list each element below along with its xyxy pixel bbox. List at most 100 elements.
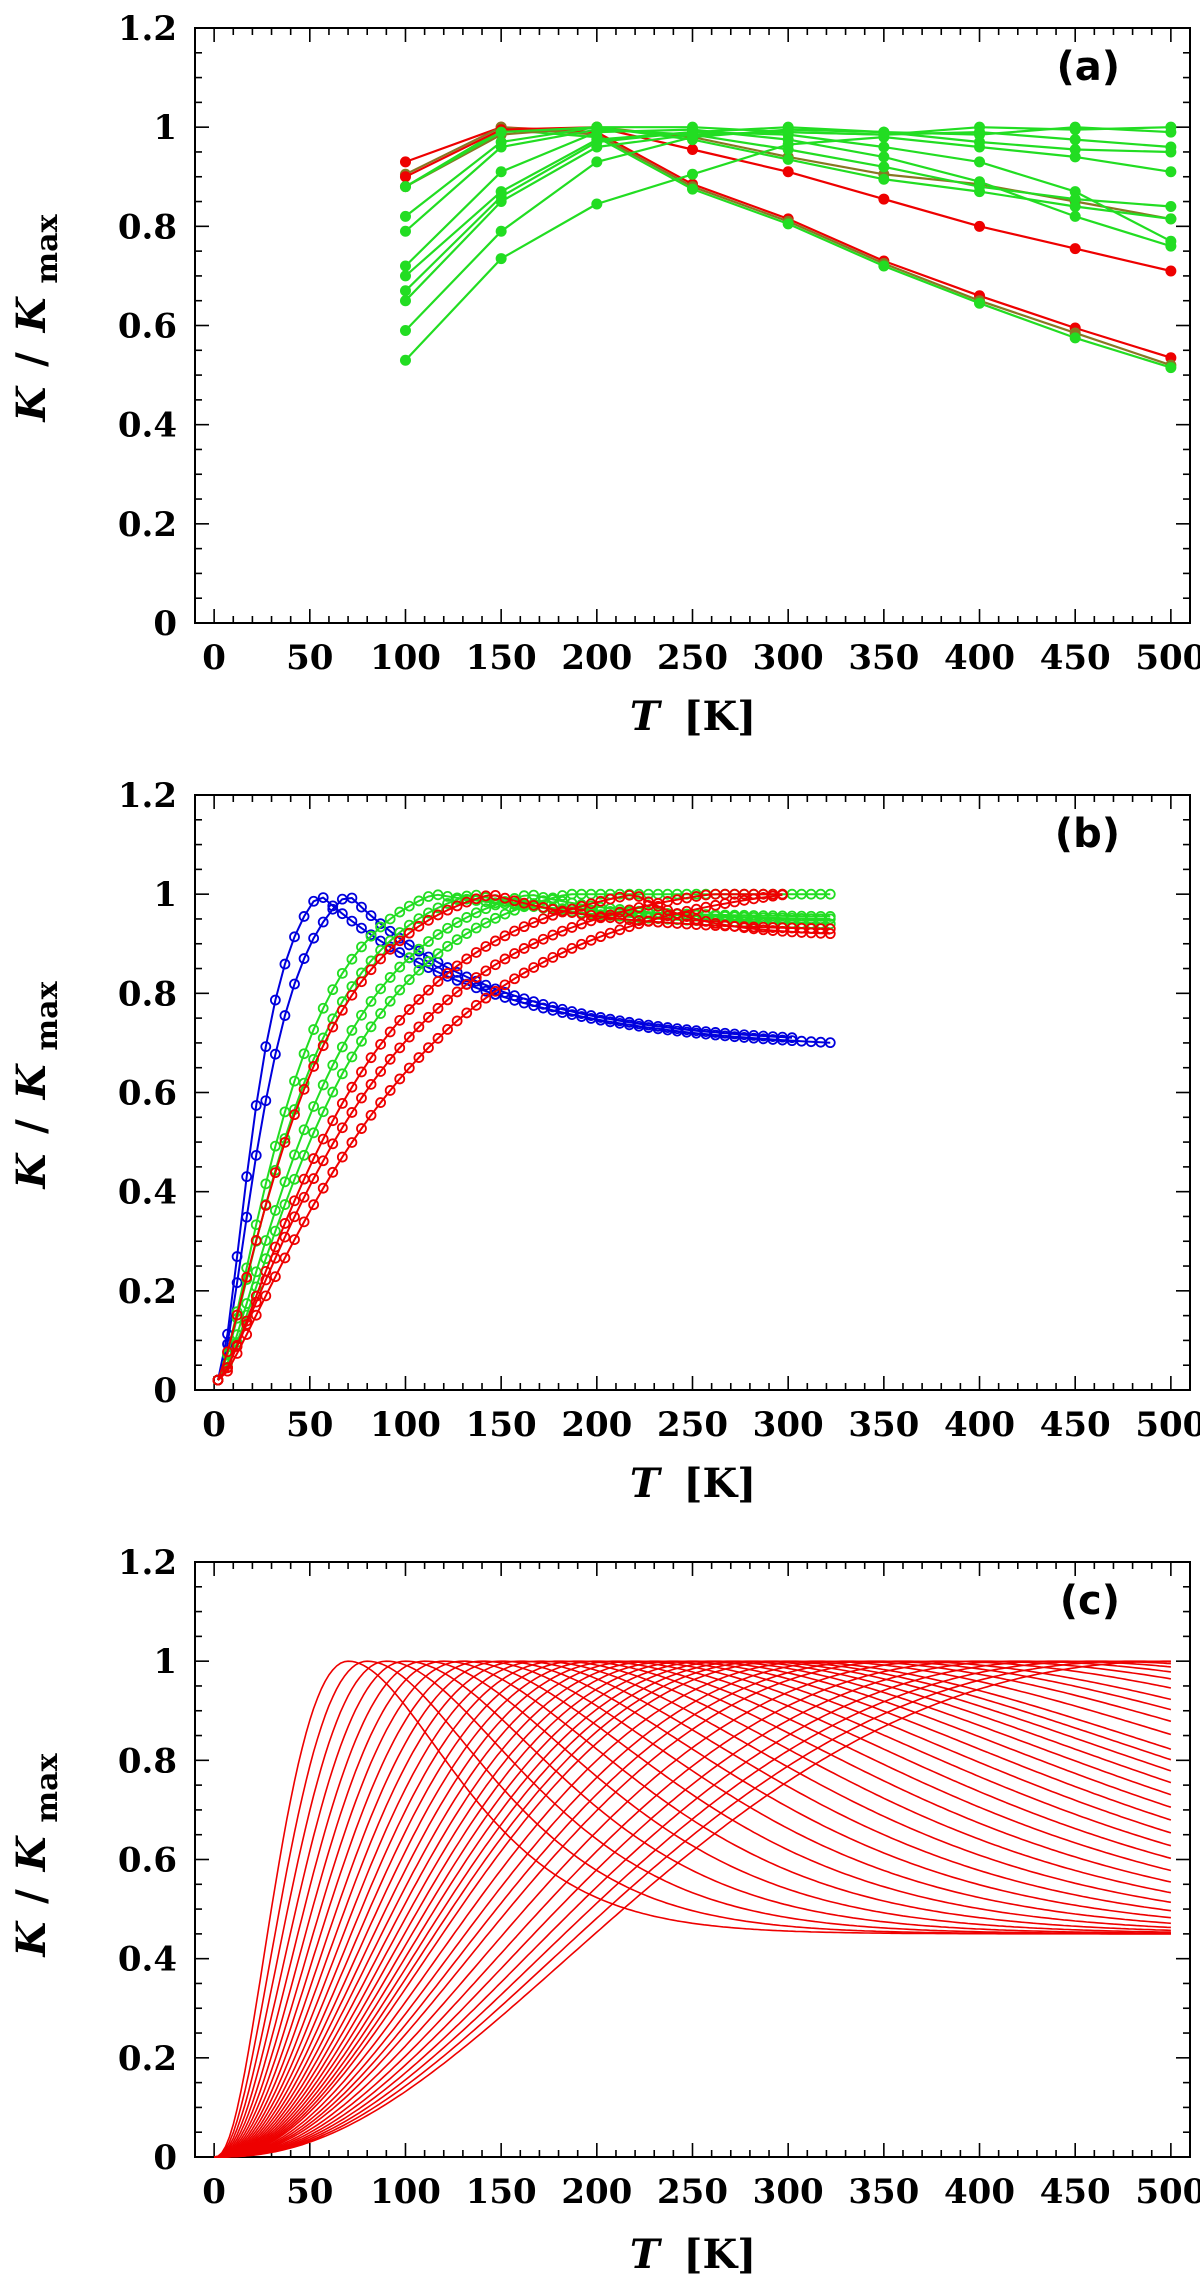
x-tick-label: 100 [370,1405,441,1445]
plot-frame [194,794,1191,1391]
series-line [214,1660,1171,2158]
x-tick-label: 350 [848,1405,919,1445]
data-point [878,161,890,173]
data-point [451,917,463,928]
data-point [346,1107,358,1118]
x-tick-label: 50 [286,2172,333,2212]
data-point [878,141,890,153]
data-point [327,1138,339,1150]
data-point [461,928,473,939]
series-line [214,1660,1171,2158]
data-point [289,1075,300,1087]
data-point [451,894,463,905]
data-point [413,920,425,932]
data-point [442,922,453,934]
data-point [394,1042,406,1054]
data-point [461,979,473,990]
series-line [214,1660,1172,2158]
data-point [336,908,348,920]
data-point [878,173,890,185]
data-point [782,166,794,178]
series-line [214,1660,1172,2158]
x-tick-label: 500 [1135,638,1200,678]
data-point [490,985,501,997]
data-point [442,904,453,916]
data-point [528,938,540,950]
series-line [214,1660,1172,2158]
y-axis-title: K / K max [8,213,65,422]
data-point [269,1140,281,1152]
x-tick-label: 100 [370,638,441,678]
data-point [442,898,453,909]
data-point [576,900,587,912]
y-tick-label: 0.6 [118,1841,177,1881]
data-point [356,1035,367,1047]
data-point [1165,362,1177,374]
data-point [269,1048,281,1060]
data-point [356,1009,367,1021]
data-point [623,921,635,933]
data-point [375,1066,387,1077]
series-line [217,893,783,1381]
data-point [289,1109,300,1121]
data-point [687,143,698,155]
data-point [403,974,415,986]
x-tick-label: 50 [286,1405,333,1445]
data-point [222,1365,233,1377]
data-point [394,935,406,947]
data-point [1069,124,1081,136]
data-point [317,1079,329,1091]
data-point [470,947,482,958]
data-point [432,1002,444,1014]
data-point [423,962,434,974]
data-point [384,972,396,983]
data-point [327,1021,339,1033]
y-tick-label: 0 [153,2138,177,2178]
series-line [214,1660,1172,2158]
data-point [375,921,387,933]
data-point [537,913,549,925]
series-line [214,1660,1171,2158]
data-point [490,959,501,971]
data-point [260,1041,272,1053]
data-point [518,967,530,979]
data-point [375,1008,387,1019]
data-point [269,1225,281,1237]
data-point [442,1023,453,1035]
series-line [214,1660,1171,2158]
data-point [317,1182,329,1194]
x-tick-label: 200 [561,1405,632,1445]
data-point [327,1115,339,1127]
data-point [289,1211,300,1223]
data-point [423,914,434,926]
data-point [308,932,320,944]
data-point [403,900,415,912]
data-point [566,903,578,915]
data-point [461,953,473,965]
series-line [217,896,831,1381]
data-point [365,1078,377,1090]
data-point [509,990,520,1002]
data-point [394,1073,406,1085]
y-axis-sub: max [30,980,65,1050]
series-line [217,893,831,1381]
data-point [777,889,788,901]
data-point [451,986,463,998]
y-tick-label: 0.8 [118,207,177,247]
panel-c: 0 50 100 150 200 250 300 350 400 450 500 0 0.2 0.4 0.6… [8,1543,1200,2278]
data-point [1069,210,1081,222]
data-point [518,943,530,954]
x-tick-label: 250 [657,2172,728,2212]
series-line [214,1660,1172,2158]
y-axis-sub: max [30,1752,65,1822]
data-point [643,915,654,927]
data-point [470,982,482,994]
x-axis-unit: [K] [684,2231,757,2278]
data-point [499,908,511,920]
data-point [336,1041,348,1053]
data-point [518,993,530,1005]
data-point [633,918,645,930]
data-point [308,1061,320,1072]
x-tick-label: 250 [657,1405,728,1445]
